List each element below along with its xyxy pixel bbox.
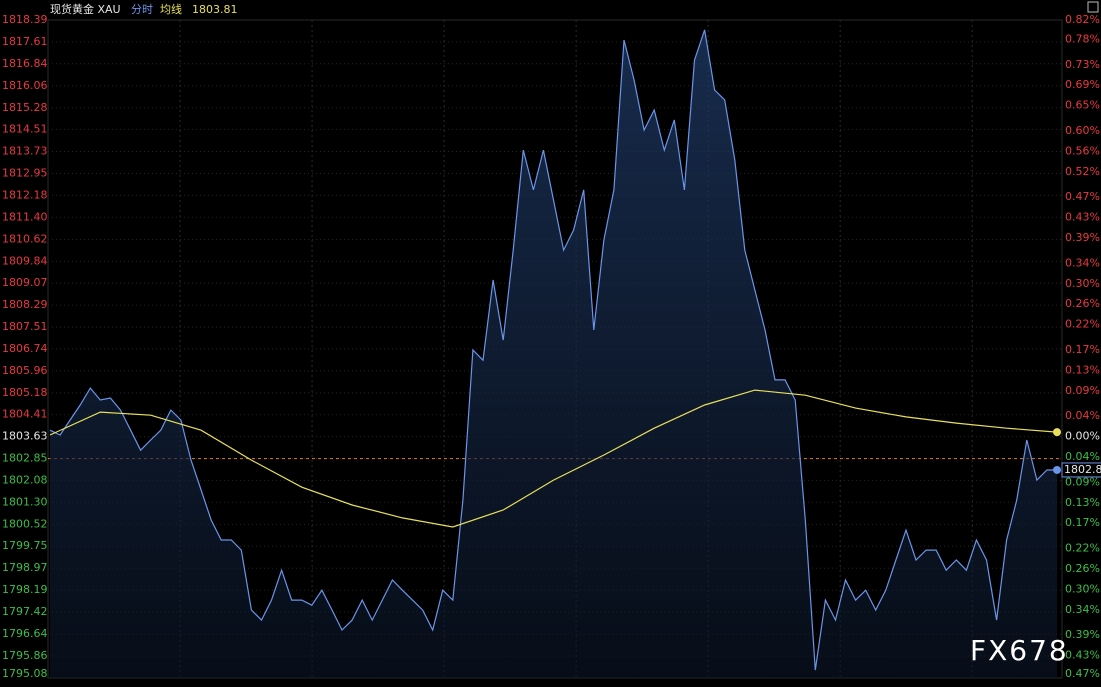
y2-tick-label: 0.04% xyxy=(1065,450,1100,463)
y2-tick-label: 0.60% xyxy=(1065,124,1100,137)
y2-tick-label: 0.47% xyxy=(1065,190,1100,203)
y2-tick-label: 0.22% xyxy=(1065,542,1100,555)
y-tick-label: 1799.75 xyxy=(2,539,48,552)
y-tick-label: 1809.84 xyxy=(2,254,48,267)
y-tick-label: 1807.51 xyxy=(2,320,48,333)
y2-tick-label: 0.82% xyxy=(1065,13,1100,26)
y2-tick-label: 0.30% xyxy=(1065,582,1100,595)
mode-tab[interactable]: 分时 xyxy=(131,3,153,16)
y-tick-label: 1804.41 xyxy=(2,408,48,421)
instrument: 现货黄金 XAU xyxy=(50,2,121,16)
y-tick-label: 1812.95 xyxy=(2,167,48,180)
y-tick-label: 1795.08 xyxy=(2,667,48,680)
y2-tick-label: 0.26% xyxy=(1065,297,1100,310)
y2-tick-label: 0.43% xyxy=(1065,649,1100,662)
y2-tick-label: 0.78% xyxy=(1065,32,1100,45)
y-tick-label: 1812.18 xyxy=(2,188,48,201)
y-tick-label: 1818.39 xyxy=(2,13,48,26)
y-tick-label: 1805.96 xyxy=(2,364,48,377)
watermark: FX678 xyxy=(970,634,1069,667)
last-price-box xyxy=(1061,462,1101,478)
y-tick-label: 1802.08 xyxy=(2,473,48,486)
y2-tick-label: 0.56% xyxy=(1065,144,1100,157)
y2-tick-label: 0.69% xyxy=(1065,78,1100,91)
y-tick-label: 1805.18 xyxy=(2,386,48,399)
y2-tick-label: 0.34% xyxy=(1065,603,1100,616)
y-tick-label: 1802.85 xyxy=(2,452,48,465)
y-tick-label: 1795.86 xyxy=(2,649,48,662)
average-line xyxy=(49,389,1058,528)
y2-tick-label: 0.73% xyxy=(1065,58,1100,71)
end-dot xyxy=(1053,465,1061,474)
y-tick-label: 1811.40 xyxy=(2,210,48,223)
y2-tick-label: 0.22% xyxy=(1065,318,1100,331)
y2-tick-label: 0.26% xyxy=(1065,562,1100,575)
y-tick-label: 1813.73 xyxy=(2,145,48,158)
y2-tick-label: 0.00% xyxy=(1065,430,1100,443)
y2-tick-label: 0.34% xyxy=(1065,256,1100,269)
end-dot xyxy=(1053,428,1061,437)
avg-label: 均线 xyxy=(160,2,182,16)
y-tick-label: 1798.97 xyxy=(2,561,48,574)
y-tick-label: 1796.64 xyxy=(2,627,48,640)
y-tick-label: 1803.63 xyxy=(2,430,48,443)
y-tick-label: 1801.30 xyxy=(2,495,48,508)
y2-tick-label: 0.17% xyxy=(1065,343,1100,356)
y2-tick-label: 0.30% xyxy=(1065,277,1100,290)
y2-tick-label: 0.13% xyxy=(1065,363,1100,376)
y-tick-label: 1798.19 xyxy=(2,583,48,596)
y2-tick-label: 0.13% xyxy=(1065,496,1100,509)
y-tick-label: 1800.52 xyxy=(2,517,48,530)
y2-tick-label: 0.04% xyxy=(1065,409,1100,422)
y-tick-label: 1816.84 xyxy=(2,57,48,70)
y-tick-label: 1810.62 xyxy=(2,232,48,245)
price-line xyxy=(49,29,1057,671)
y2-tick-label: 0.39% xyxy=(1065,231,1100,244)
y2-tick-label: 0.65% xyxy=(1065,99,1100,112)
y-tick-label: 1806.74 xyxy=(2,342,48,355)
y-tick-label: 1817.61 xyxy=(2,35,48,48)
y2-tick-label: 0.09% xyxy=(1065,475,1100,488)
y2-tick-label: 0.09% xyxy=(1065,384,1100,397)
y-tick-label: 1814.51 xyxy=(2,123,48,136)
y-tick-label: 1815.28 xyxy=(2,101,48,114)
price-area xyxy=(50,29,1057,678)
y-tick-label: 1797.42 xyxy=(2,605,48,618)
y-tick-label: 1808.29 xyxy=(2,298,48,311)
y2-tick-label: 0.39% xyxy=(1065,628,1100,641)
y2-tick-label: 0.52% xyxy=(1065,165,1100,178)
y2-tick-label: 0.47% xyxy=(1065,667,1100,680)
corner-icon[interactable] xyxy=(1087,1,1099,13)
y-tick-label: 1809.07 xyxy=(2,276,48,289)
y2-tick-label: 0.43% xyxy=(1065,211,1100,224)
avg-value: 1803.81 xyxy=(192,3,238,16)
last-price-label: 1802.8 xyxy=(1064,463,1101,476)
y-tick-label: 1816.06 xyxy=(2,79,48,92)
y2-tick-label: 0.17% xyxy=(1065,516,1100,529)
